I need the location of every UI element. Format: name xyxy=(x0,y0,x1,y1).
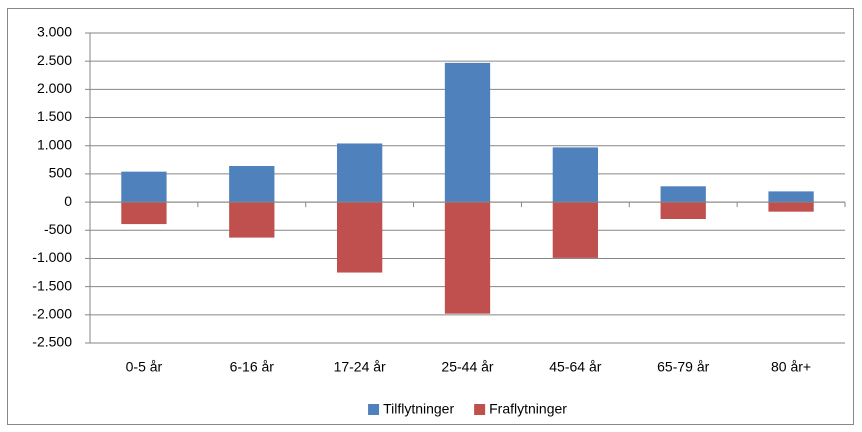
bar xyxy=(444,62,491,203)
bar xyxy=(768,191,814,203)
y-tick-label: 1.000 xyxy=(37,136,72,152)
bar xyxy=(336,143,383,203)
bar xyxy=(229,166,275,203)
bar xyxy=(768,202,814,212)
legend-label: Fraflytninger xyxy=(489,401,567,417)
x-tick-label: 65-79 år xyxy=(657,359,709,375)
x-tick-label: 6-16 år xyxy=(230,359,275,375)
legend-swatch xyxy=(474,404,486,415)
bar xyxy=(552,202,599,258)
y-tick-label: -2.500 xyxy=(32,334,72,350)
y-tick-label: -1.500 xyxy=(32,277,72,293)
y-tick-label: 2.500 xyxy=(37,52,72,68)
x-tick-label: 17-24 år xyxy=(334,359,386,375)
y-tick-label: -1.000 xyxy=(32,249,72,265)
x-tick-label: 25-44 år xyxy=(441,359,493,375)
y-tick-label: -500 xyxy=(44,221,72,237)
y-tick-label: 3.000 xyxy=(37,24,72,40)
bar xyxy=(660,202,706,219)
bar xyxy=(121,202,167,225)
x-tick-label: 80 år+ xyxy=(771,359,811,375)
y-tick-label: 2.000 xyxy=(37,80,72,96)
y-tick-label: 0 xyxy=(64,193,72,209)
bar xyxy=(336,202,383,273)
bar xyxy=(444,202,491,314)
y-tick-label: 1.500 xyxy=(37,108,72,124)
y-tick-label: -2.000 xyxy=(32,306,72,322)
x-tick-label: 45-64 år xyxy=(549,359,601,375)
bar xyxy=(660,186,706,203)
x-tick-label: 0-5 år xyxy=(126,359,163,375)
legend-label: Tilflytninger xyxy=(383,401,454,417)
legend-swatch xyxy=(368,404,380,415)
y-tick-label: 500 xyxy=(49,165,73,181)
bar xyxy=(229,202,275,238)
bar xyxy=(121,171,167,203)
bar xyxy=(552,147,599,203)
